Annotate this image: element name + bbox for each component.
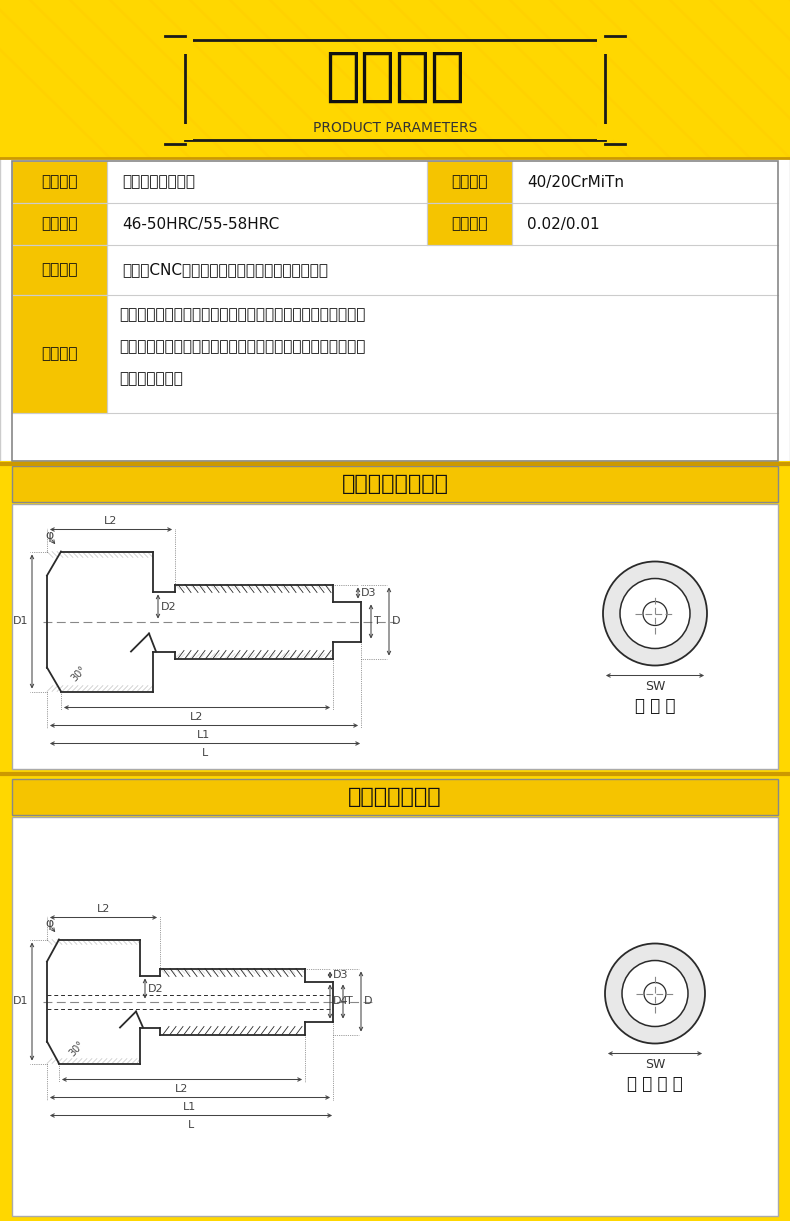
Circle shape	[620, 579, 690, 648]
Bar	[12, 161, 778, 462]
Text: 损，使用寿命长，拉钉表面至芯部硬度逐渐降低，抗冲击能力: 损，使用寿命长，拉钉表面至芯部硬度逐渐降低，抗冲击能力	[119, 339, 365, 354]
Bar	[597, 125, 613, 140]
Text: 普通款（不通孔）: 普通款（不通孔）	[341, 474, 449, 495]
Bar	[12, 466, 778, 502]
Text: D2: D2	[148, 983, 164, 994]
Bar	[12, 203, 107, 245]
Text: T: T	[374, 617, 381, 626]
Text: 产品特点: 产品特点	[41, 347, 77, 361]
Bar	[0, 462, 790, 774]
Bar	[12, 817, 778, 1216]
Bar	[12, 245, 107, 295]
Text: φ: φ	[46, 917, 55, 930]
Bar	[12, 779, 778, 814]
Text: 中 心 出 水: 中 心 出 水	[627, 1076, 683, 1094]
Text: 46-50HRC/55-58HRC: 46-50HRC/55-58HRC	[122, 216, 279, 232]
Text: SW: SW	[645, 1059, 665, 1072]
Text: D3: D3	[361, 589, 377, 598]
Text: 产品精度: 产品精度	[451, 216, 487, 232]
Text: L: L	[188, 1120, 194, 1129]
Text: 40/20CrMiTn: 40/20CrMiTn	[527, 175, 624, 189]
Text: SW: SW	[645, 680, 665, 694]
Bar	[12, 295, 107, 413]
Text: D4: D4	[333, 996, 348, 1006]
Text: 产品名称: 产品名称	[41, 175, 77, 189]
Bar	[427, 161, 512, 203]
Bar	[597, 38, 613, 54]
Text: D3: D3	[333, 969, 348, 980]
Text: 30°: 30°	[70, 664, 88, 684]
Circle shape	[643, 602, 667, 625]
Text: L: L	[202, 747, 208, 757]
Text: 产品参数: 产品参数	[325, 48, 465, 105]
Bar	[12, 504, 778, 769]
Text: D1: D1	[13, 617, 28, 626]
Text: 采用低碳合金钢淬火后进行螺纹加工工艺，柄部硬度高，耐磨: 采用低碳合金钢淬火后进行螺纹加工工艺，柄部硬度高，耐磨	[119, 308, 365, 322]
Bar	[12, 161, 107, 203]
Text: L1: L1	[198, 729, 211, 740]
Bar	[0, 0, 790, 158]
Text: D1: D1	[13, 996, 28, 1006]
Text: L2: L2	[190, 712, 204, 722]
Text: φ: φ	[46, 529, 55, 542]
Text: 出水款（通孔）: 出水款（通孔）	[348, 788, 442, 807]
Bar	[427, 203, 512, 245]
Text: D: D	[392, 617, 401, 626]
Text: 标 准 型: 标 准 型	[634, 697, 675, 716]
Text: 适用于CNC加工中心、雕刻机、精雕机等高速机: 适用于CNC加工中心、雕刻机、精雕机等高速机	[122, 263, 328, 277]
Bar	[0, 158, 790, 462]
Circle shape	[603, 562, 707, 665]
Bar	[177, 125, 193, 140]
Text: D: D	[364, 996, 373, 1006]
Text: PRODUCT PARAMETERS: PRODUCT PARAMETERS	[313, 121, 477, 136]
Text: T: T	[346, 996, 353, 1006]
Text: L2: L2	[97, 904, 110, 913]
Text: D2: D2	[161, 602, 177, 612]
Bar	[185, 40, 605, 140]
Text: 强，尺寸准确。: 强，尺寸准确。	[119, 371, 182, 387]
Circle shape	[605, 944, 705, 1044]
Text: 产品材质: 产品材质	[451, 175, 487, 189]
Text: L1: L1	[183, 1101, 197, 1111]
Text: L2: L2	[175, 1083, 189, 1094]
Text: L2: L2	[104, 515, 118, 525]
Bar	[177, 38, 193, 54]
Circle shape	[644, 983, 666, 1005]
Text: 30°: 30°	[68, 1039, 86, 1059]
Text: 产品硬度: 产品硬度	[41, 216, 77, 232]
Text: 适用设备: 适用设备	[41, 263, 77, 277]
Text: 0.02/0.01: 0.02/0.01	[527, 216, 600, 232]
Bar	[0, 777, 790, 1221]
Circle shape	[622, 961, 688, 1027]
Text: 数控刀柄加硬拉钉: 数控刀柄加硬拉钉	[122, 175, 195, 189]
